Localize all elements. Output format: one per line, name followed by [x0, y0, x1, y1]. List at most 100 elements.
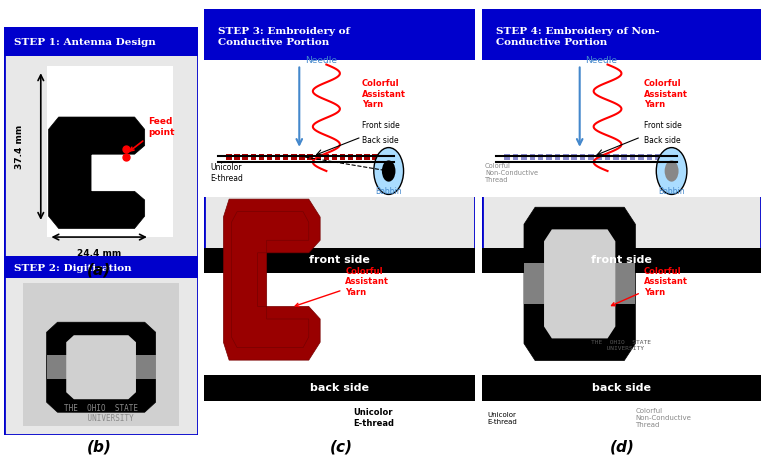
Bar: [299, 154, 304, 160]
PathPatch shape: [47, 322, 156, 412]
Bar: [204, 401, 475, 435]
Text: Back side: Back side: [644, 136, 681, 145]
Bar: [204, 376, 475, 401]
Bar: [340, 154, 346, 160]
Text: 37.4 mm: 37.4 mm: [15, 125, 24, 169]
Circle shape: [382, 160, 395, 182]
Bar: [275, 154, 280, 160]
FancyBboxPatch shape: [4, 27, 198, 266]
Bar: [563, 154, 568, 160]
Text: STEP 3: Embroidery of
Conductive Portion: STEP 3: Embroidery of Conductive Portion: [218, 27, 350, 47]
Bar: [504, 154, 510, 160]
Bar: [482, 60, 761, 196]
Text: Colorful
Assistant
Yarn: Colorful Assistant Yarn: [644, 79, 687, 109]
Text: back side: back side: [311, 383, 369, 393]
Bar: [629, 154, 636, 160]
Bar: [291, 154, 297, 160]
Bar: [646, 154, 652, 160]
Bar: [588, 154, 594, 160]
PathPatch shape: [524, 207, 636, 360]
Text: back side: back side: [592, 383, 651, 393]
Text: Bobbin: Bobbin: [375, 187, 402, 196]
Bar: [555, 154, 560, 160]
Text: STEP 1: Antenna Design: STEP 1: Antenna Design: [14, 38, 156, 48]
Text: (c): (c): [330, 439, 353, 454]
Bar: [482, 376, 761, 401]
Text: Front side: Front side: [644, 121, 681, 131]
Bar: [538, 154, 543, 160]
FancyBboxPatch shape: [204, 9, 475, 60]
Bar: [204, 248, 475, 273]
Bar: [482, 273, 761, 376]
Bar: [226, 154, 232, 160]
Bar: [381, 154, 386, 160]
PathPatch shape: [49, 117, 145, 229]
Bar: [580, 154, 585, 160]
Text: (a): (a): [87, 263, 111, 278]
Bar: [24, 283, 179, 426]
Text: Unicolor
E-thread: Unicolor E-thread: [488, 412, 517, 425]
Circle shape: [374, 147, 404, 195]
Bar: [571, 154, 577, 160]
Text: Front side: Front side: [362, 121, 399, 131]
Bar: [348, 154, 353, 160]
FancyBboxPatch shape: [4, 27, 198, 56]
Text: Feed
point: Feed point: [130, 117, 174, 151]
Text: (d): (d): [610, 439, 634, 454]
Text: Needle: Needle: [304, 56, 336, 65]
Bar: [204, 60, 475, 196]
Bar: [513, 154, 518, 160]
Bar: [521, 154, 526, 160]
Bar: [524, 263, 636, 304]
Polygon shape: [544, 229, 615, 338]
Text: Unicolor
E-thread: Unicolor E-thread: [353, 409, 394, 428]
Bar: [243, 154, 248, 160]
Text: 24.4 mm: 24.4 mm: [77, 249, 121, 258]
Text: THE  OHIO  STATE
  UNIVERSITY: THE OHIO STATE UNIVERSITY: [591, 340, 652, 351]
Bar: [307, 154, 313, 160]
Text: Colorful
Non-Conductive
Thread: Colorful Non-Conductive Thread: [636, 408, 691, 428]
Text: THE  OHIO  STATE
    UNIVERSITY: THE OHIO STATE UNIVERSITY: [64, 404, 138, 423]
Bar: [530, 154, 535, 160]
Bar: [332, 154, 337, 160]
Text: front side: front side: [310, 256, 370, 266]
Bar: [250, 154, 256, 160]
Bar: [47, 65, 173, 237]
Bar: [613, 154, 619, 160]
FancyBboxPatch shape: [4, 256, 198, 278]
Bar: [663, 154, 669, 160]
Bar: [605, 154, 610, 160]
Text: STEP 4: Embroidery of Non-
Conductive Portion: STEP 4: Embroidery of Non- Conductive Po…: [496, 27, 660, 47]
Text: Back side: Back side: [362, 136, 398, 145]
PathPatch shape: [224, 199, 320, 360]
Bar: [47, 355, 156, 379]
Text: front side: front side: [591, 256, 652, 266]
Text: Needle: Needle: [585, 56, 617, 65]
Text: (b): (b): [87, 439, 111, 454]
Bar: [597, 154, 602, 160]
FancyBboxPatch shape: [482, 9, 761, 435]
FancyBboxPatch shape: [4, 256, 198, 435]
Bar: [316, 154, 321, 160]
Bar: [482, 401, 761, 435]
Circle shape: [665, 160, 678, 182]
Text: STEP 2: Digitization: STEP 2: Digitization: [14, 264, 131, 273]
Circle shape: [656, 147, 687, 195]
Text: Colorful
Assistant
Yarn: Colorful Assistant Yarn: [295, 267, 389, 306]
FancyBboxPatch shape: [482, 9, 761, 60]
Bar: [204, 273, 475, 376]
Bar: [546, 154, 552, 160]
Text: Bobbin: Bobbin: [658, 187, 685, 196]
Bar: [283, 154, 288, 160]
Text: Colorful
Assistant
Yarn: Colorful Assistant Yarn: [611, 267, 687, 306]
Bar: [259, 154, 264, 160]
Text: Colorful
Assistant
Yarn: Colorful Assistant Yarn: [362, 79, 406, 109]
Text: Colorful
Non-Conductive
Thread: Colorful Non-Conductive Thread: [485, 163, 538, 183]
Bar: [234, 154, 240, 160]
Bar: [655, 154, 661, 160]
Bar: [638, 154, 644, 160]
Bar: [364, 154, 370, 160]
Bar: [622, 154, 627, 160]
Bar: [356, 154, 362, 160]
Bar: [324, 154, 329, 160]
